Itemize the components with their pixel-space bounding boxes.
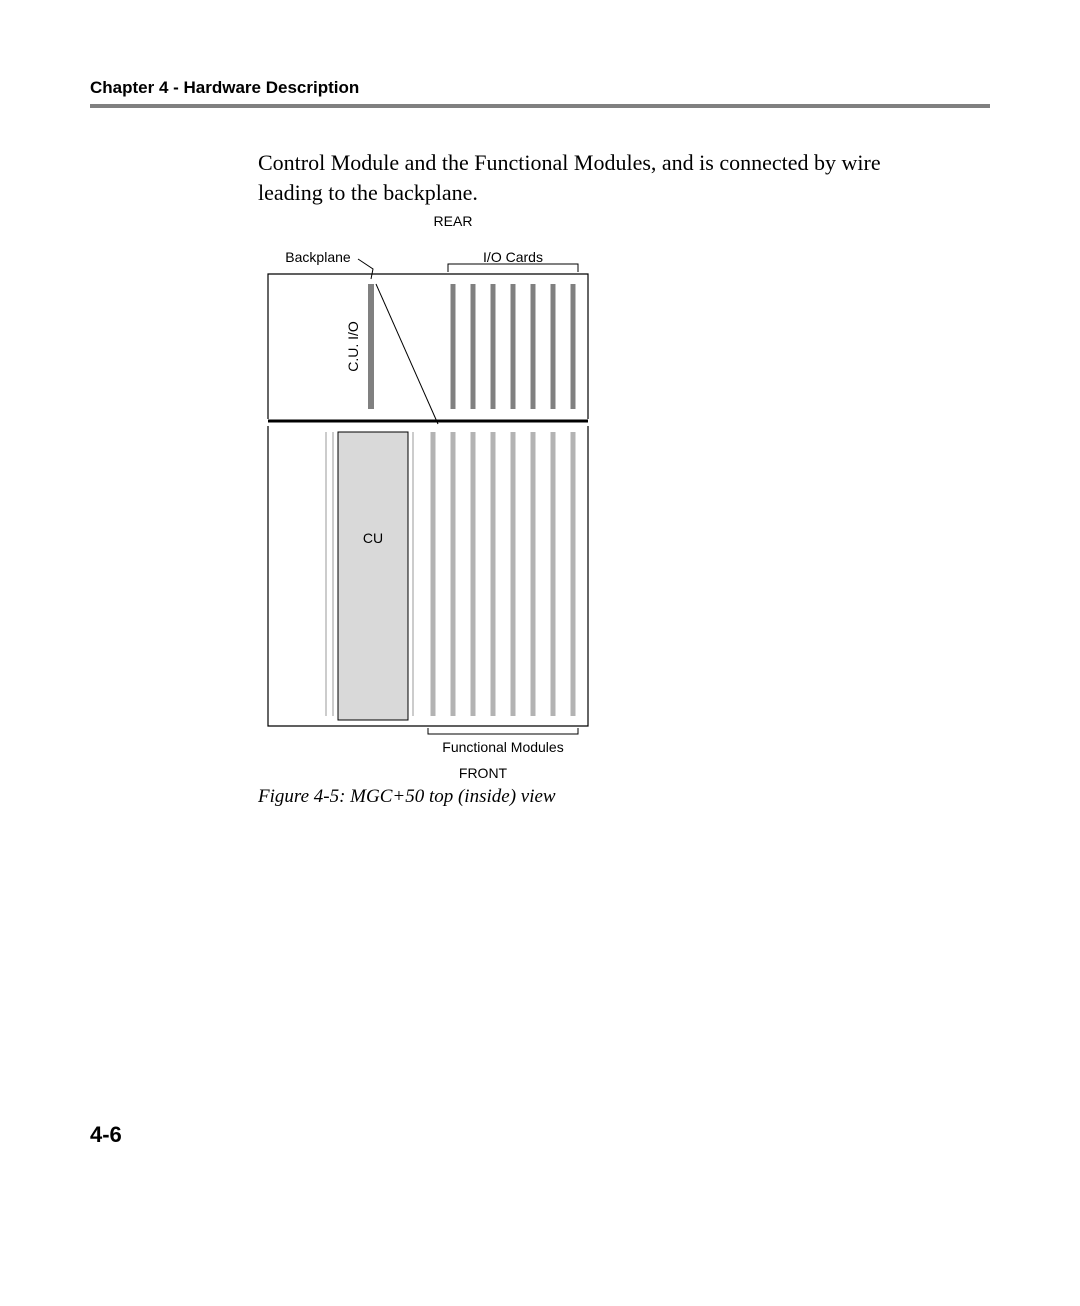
cu-io-slot [368, 284, 374, 409]
rear-outline [268, 274, 588, 419]
figure: REAR Backplane I/O Cards C.U. I/O CU Function… [258, 214, 608, 789]
front-outline [268, 426, 588, 726]
header-rule [90, 104, 990, 108]
rear-label: REAR [434, 214, 473, 229]
cu-label: CU [363, 530, 383, 546]
functional-modules-label: Functional Modules [442, 739, 563, 755]
page-number: 4-6 [90, 1122, 122, 1148]
chapter-header: Chapter 4 - Hardware Description [90, 78, 359, 98]
backplane-label: Backplane [285, 249, 351, 265]
cu-io-label: C.U. I/O [345, 321, 361, 372]
backplane-leader [358, 259, 373, 279]
page: Chapter 4 - Hardware Description Control… [0, 0, 1080, 1306]
functional-modules-bracket [428, 728, 578, 734]
body-paragraph: Control Module and the Functional Module… [258, 148, 928, 207]
cu-module [338, 432, 408, 720]
figure-caption: Figure 4-5: MGC+50 top (inside) view [258, 786, 556, 808]
io-cards-label: I/O Cards [483, 249, 543, 265]
io-cards-bracket [448, 264, 578, 272]
diagram-svg: REAR Backplane I/O Cards C.U. I/O CU Function… [258, 214, 608, 784]
backplane-wire [376, 284, 438, 424]
front-label: FRONT [459, 765, 508, 781]
